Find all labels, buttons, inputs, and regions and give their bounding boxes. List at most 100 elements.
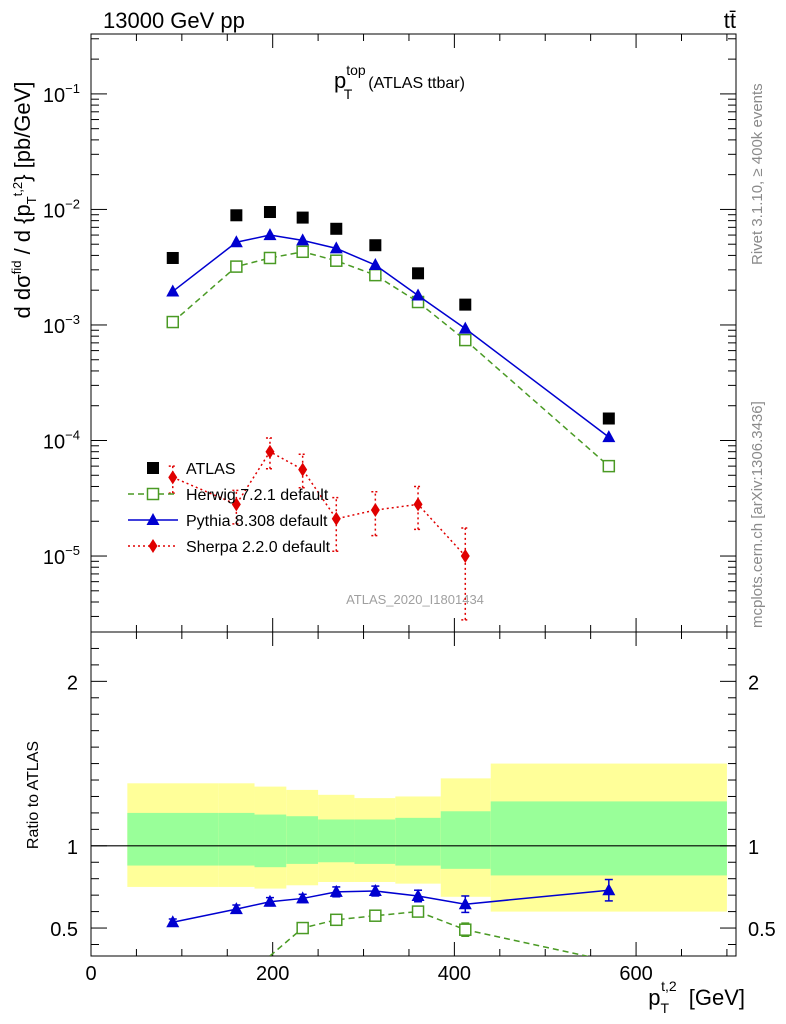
data-point bbox=[263, 206, 276, 219]
plot-title-main: p bbox=[334, 68, 346, 93]
ratio-point bbox=[602, 883, 616, 896]
header-process-label: tt̄ bbox=[724, 8, 736, 33]
ratio-point bbox=[368, 884, 382, 897]
ratio-line-herwig bbox=[269, 910, 590, 956]
ratio-point bbox=[229, 902, 243, 915]
ratio-y-tick-label: 0.5 bbox=[50, 919, 78, 941]
data-point bbox=[369, 268, 382, 282]
data-point bbox=[411, 288, 425, 301]
ratio-band-green bbox=[254, 814, 287, 868]
data-point bbox=[368, 258, 382, 271]
data-point bbox=[412, 267, 425, 280]
data-point bbox=[296, 245, 309, 259]
legend-label: ATLAS bbox=[186, 461, 236, 478]
x-tick-label: 400 bbox=[438, 963, 471, 985]
ratio-band-green bbox=[286, 816, 319, 864]
header-energy-label: 13000 GeV pp bbox=[103, 8, 245, 33]
series-line-herwig bbox=[172, 251, 610, 467]
data-point bbox=[298, 462, 308, 477]
legend-marker bbox=[148, 539, 158, 553]
legend-marker bbox=[146, 487, 160, 501]
rivet-side-label: Rivet 3.1.10, ≥ 400k events bbox=[749, 83, 766, 265]
plot-title-sup: top bbox=[346, 62, 366, 78]
data-point bbox=[330, 222, 343, 235]
data-point bbox=[369, 239, 382, 252]
ratio-point bbox=[296, 921, 309, 935]
ratio-band-green bbox=[354, 819, 396, 864]
ratio-band-green bbox=[490, 801, 727, 876]
data-point bbox=[166, 315, 180, 329]
data-point bbox=[230, 260, 243, 273]
ratio-band-green bbox=[318, 819, 355, 863]
main-panel: 10−5 10−4 10−3 10−2 10−1 bbox=[43, 33, 737, 633]
data-point bbox=[458, 321, 472, 334]
data-point bbox=[166, 284, 180, 297]
plot-title-rest: (ATLAS ttbar) bbox=[368, 75, 465, 92]
y-axis-label-main-text: d dσfid / d {pTt,2} [pb/GeV] bbox=[9, 82, 39, 319]
ratio-y-tick-label-right: 1 bbox=[748, 837, 759, 859]
main-y-tick-label: 10−2 bbox=[43, 196, 80, 222]
data-point bbox=[263, 228, 277, 241]
x-tick-label: 200 bbox=[256, 963, 289, 985]
ratio-point bbox=[411, 888, 425, 901]
data-point bbox=[459, 298, 472, 311]
plot-title-sub: T bbox=[344, 86, 353, 102]
ratio-band-green bbox=[440, 811, 491, 869]
x-axis-label: pTt,2 [GeV] bbox=[648, 978, 745, 1016]
data-point bbox=[459, 333, 472, 347]
ratio-point bbox=[330, 913, 343, 927]
data-point bbox=[166, 251, 179, 264]
ratio-y-tick-label-right: 0.5 bbox=[748, 919, 776, 941]
ratio-point bbox=[263, 894, 277, 907]
ratio-point bbox=[369, 909, 382, 922]
main-y-tick-label: 10−1 bbox=[43, 81, 80, 107]
ratio-point bbox=[296, 891, 310, 904]
main-y-tick-label: 10−5 bbox=[43, 543, 80, 569]
data-point bbox=[265, 444, 275, 459]
data-point bbox=[602, 412, 615, 425]
ratio-frame bbox=[90, 631, 737, 957]
ratio-band-green bbox=[127, 812, 219, 866]
ratio-point bbox=[458, 897, 472, 910]
data-point bbox=[330, 254, 343, 267]
ratio-point bbox=[329, 884, 343, 897]
ratio-band-green bbox=[395, 817, 441, 866]
ratio-point bbox=[166, 915, 180, 928]
ratio-panel: 0 200 400 600 0.5 0.5 1 1 2 2 bbox=[50, 631, 776, 985]
data-point bbox=[229, 235, 243, 248]
data-point bbox=[413, 497, 423, 512]
x-tick-label: 600 bbox=[619, 963, 652, 985]
data-point bbox=[331, 511, 341, 526]
legend-label: Sherpa 2.2.0 default bbox=[186, 539, 331, 556]
data-point bbox=[460, 549, 470, 564]
data-point bbox=[230, 209, 243, 222]
mcplots-side-label: mcplots.cern.ch [arXiv:1306.3436] bbox=[749, 401, 766, 628]
data-point bbox=[263, 251, 277, 265]
data-point bbox=[168, 470, 178, 485]
main-y-tick-label: 10−4 bbox=[43, 427, 80, 453]
data-point bbox=[370, 503, 380, 518]
data-point bbox=[231, 497, 241, 512]
ratio-point bbox=[459, 923, 472, 936]
ratio-point bbox=[411, 905, 425, 918]
legend-marker bbox=[146, 513, 160, 525]
x-tick-label: 0 bbox=[85, 963, 96, 985]
legend: ATLAS Herwig 7.2.1 default Pythia 8.308 de… bbox=[128, 461, 331, 556]
main-series bbox=[166, 206, 616, 621]
data-point bbox=[602, 430, 616, 443]
data-point bbox=[296, 211, 309, 224]
data-point bbox=[329, 241, 343, 254]
ratio-y-tick-label-right: 2 bbox=[748, 672, 759, 694]
ratio-band-green bbox=[218, 812, 255, 866]
plot-title: ptop T (ATLAS ttbar) bbox=[334, 62, 465, 102]
ratio-y-tick-label: 1 bbox=[67, 837, 78, 859]
legend-label: Herwig 7.2.1 default bbox=[186, 487, 329, 504]
analysis-watermark: ATLAS_2020_I1801434 bbox=[346, 592, 484, 607]
y-axis-label-main: d dσfid / d {pTt,2} [pb/GeV] bbox=[9, 82, 39, 319]
data-point bbox=[296, 233, 310, 246]
data-point bbox=[602, 459, 616, 473]
main-y-tick-label: 10−3 bbox=[43, 312, 80, 338]
ratio-y-tick-label: 2 bbox=[67, 672, 78, 694]
legend-marker bbox=[147, 462, 159, 474]
